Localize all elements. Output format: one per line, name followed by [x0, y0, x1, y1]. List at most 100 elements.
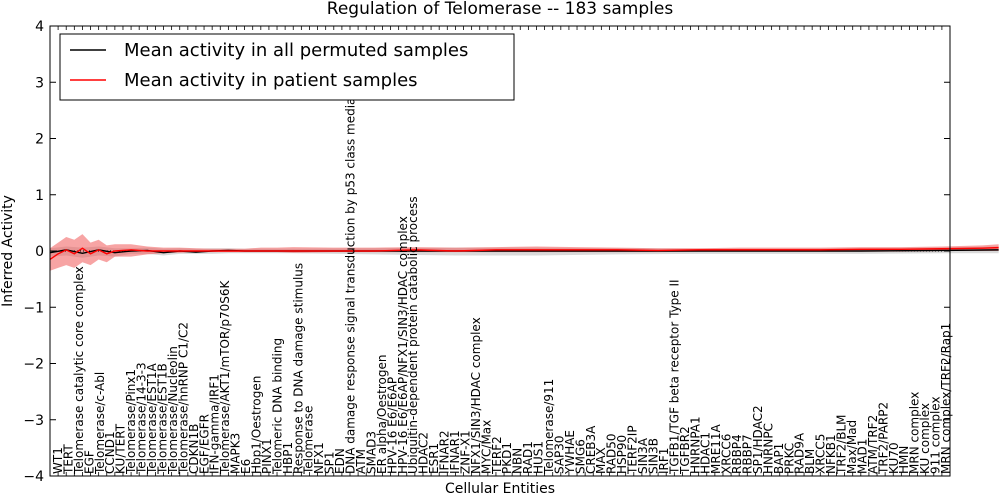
category-label: Telomerase/Nucleolin — [166, 346, 180, 475]
category-label: BAP1 — [772, 443, 786, 474]
y-axis-label: Inferred Activity — [0, 195, 16, 307]
category-label: ER alpha/Oestrogen — [375, 355, 389, 474]
category-label: TERT — [61, 444, 75, 475]
category-label: TRF2/BLM — [835, 414, 849, 475]
category-label: WT1 — [51, 447, 65, 474]
category-label: HSP90 — [615, 435, 629, 474]
category-label: XRCC5 — [814, 434, 828, 474]
y-tick-label: −3 — [23, 413, 44, 429]
category-label: RAD9A — [793, 432, 807, 474]
y-tick-label: 1 — [35, 188, 44, 204]
category-label: MRE11A — [709, 423, 723, 474]
category-label: SAP30 — [552, 435, 566, 474]
category-label: SMAD3 — [364, 431, 378, 474]
category-label: KU70 — [887, 442, 901, 474]
category-label: RAD1 — [521, 441, 535, 474]
y-tick-label: 2 — [35, 132, 44, 148]
category-label: DNA damage response signal transduction … — [344, 81, 358, 474]
category-label: TGFB1/TGF beta receptor Type II — [667, 279, 681, 475]
category-label: BLM — [803, 449, 817, 474]
x-axis-label: Cellular Entities — [445, 481, 555, 497]
category-label: SP1/HDAC2 — [751, 405, 765, 474]
category-label: MRN complex — [908, 392, 922, 474]
category-label: ATM/TRF2 — [866, 415, 880, 474]
plot-frame — [49, 25, 951, 477]
category-label: RBBP4 — [730, 434, 744, 474]
category-label: MAX — [594, 447, 608, 474]
category-label: HDAC2 — [417, 432, 431, 474]
category-label: CDKN1B — [187, 424, 201, 474]
category-label: Max/Mad — [845, 420, 859, 474]
category-label: EGF/EGFR — [197, 414, 211, 474]
category-label: CCND1 — [103, 431, 117, 474]
category-label: IRF1 — [657, 448, 671, 474]
category-label: TERF2IP — [626, 425, 640, 475]
category-label: PKD1 — [500, 442, 514, 474]
category-label: Telomerase/14-3-3 — [135, 362, 149, 475]
category-label: MAPK3 — [229, 433, 243, 474]
category-label: CREB3A — [584, 425, 598, 474]
category-label: Telomeric DNA binding — [270, 338, 284, 475]
category-label: NFKB1 — [824, 434, 838, 474]
category-label: YWHAE — [563, 430, 577, 475]
category-label: IFNAR2 — [438, 430, 452, 474]
category-label: PRKC — [782, 443, 796, 474]
category-label: KU complex — [918, 403, 932, 474]
category-label: Response to DNA damage stimulus — [291, 263, 305, 474]
category-label: Hbp1/Oestrogen — [249, 376, 263, 474]
category-label: NFX1 — [312, 442, 326, 474]
category-label: TGFBR2 — [678, 426, 692, 475]
category-label: Telomerase/EST1B — [155, 363, 169, 475]
category-label: RAD50 — [605, 433, 619, 474]
category-label: Telomerase/AKT1/mTOR/p70S6K — [218, 279, 232, 475]
category-label: HBP1 — [281, 442, 295, 474]
category-label: SIN3B — [646, 438, 660, 474]
category-label: Telomerase catalytic core complex — [72, 266, 86, 475]
legend-box — [59, 33, 515, 101]
category-label: HNRNPA1 — [688, 416, 702, 474]
category-label: MRN complex/TRF2/Rap1 — [939, 323, 953, 474]
category-label: Telomerase/Pinx1 — [124, 369, 138, 475]
category-label: NFX1/SIN3/HDAC complex — [469, 317, 483, 474]
category-label: XRCC6 — [720, 434, 734, 474]
category-label: EDN — [333, 448, 347, 474]
category-label: Telomerase/911 — [542, 379, 556, 475]
category-label: Telomerase/hnRNP C1/C2 — [176, 322, 190, 475]
category-label: ATM — [354, 449, 368, 474]
category-label: ZNF-X1 — [458, 430, 472, 474]
category-label: Telomerase/EST1A — [145, 362, 159, 475]
category-label: Telomerase/c-Abl — [93, 372, 107, 475]
category-label: IFN-gamma/IRF1 — [208, 374, 222, 474]
category-label: 911 complex — [929, 396, 943, 474]
category-label: HMN — [897, 446, 911, 474]
series-lines — [49, 246, 999, 261]
category-label: HPV-16 E6/E6AP — [385, 377, 399, 474]
series-line-1 — [49, 246, 999, 261]
chart-title: Regulation of Telomerase -- 183 samples — [327, 0, 674, 19]
y-tick-label: −1 — [23, 300, 44, 316]
y-tick-label: 4 — [35, 19, 44, 35]
y-tick-label: −2 — [23, 357, 44, 373]
legend-label: Mean activity in all permuted samples — [124, 40, 468, 61]
category-label: IFNAR1 — [448, 430, 462, 474]
category-label: HNRNPC — [761, 423, 775, 474]
y-tick-label: 0 — [35, 244, 44, 260]
category-label: HDAC1 — [699, 432, 713, 474]
category-label: MAD1 — [855, 439, 869, 474]
category-label: SMG6 — [573, 439, 587, 474]
category-label: HPV-16 E6/E6AP/NFX1/SIN3/HDAC complex — [396, 216, 410, 474]
y-tick-label: −4 — [23, 469, 44, 485]
category-label: HUS1 — [532, 441, 546, 474]
y-axis-ticks: −4 −3 −2 −1 0 1 2 3 4 — [23, 19, 950, 485]
category-label: PINX1 — [260, 438, 274, 474]
category-label: TERF2 — [490, 436, 504, 475]
legend-label: Mean activity in patient samples — [124, 70, 418, 91]
category-label: TRF2/PARP2 — [876, 402, 890, 475]
category-label: Ubiquitin-dependent protein catabolic pr… — [406, 196, 420, 474]
category-label: SIN3A — [636, 437, 650, 474]
category-label: E6 — [239, 459, 253, 474]
category-label: MYC/Max — [479, 420, 493, 474]
y-tick-label: 3 — [35, 75, 44, 91]
